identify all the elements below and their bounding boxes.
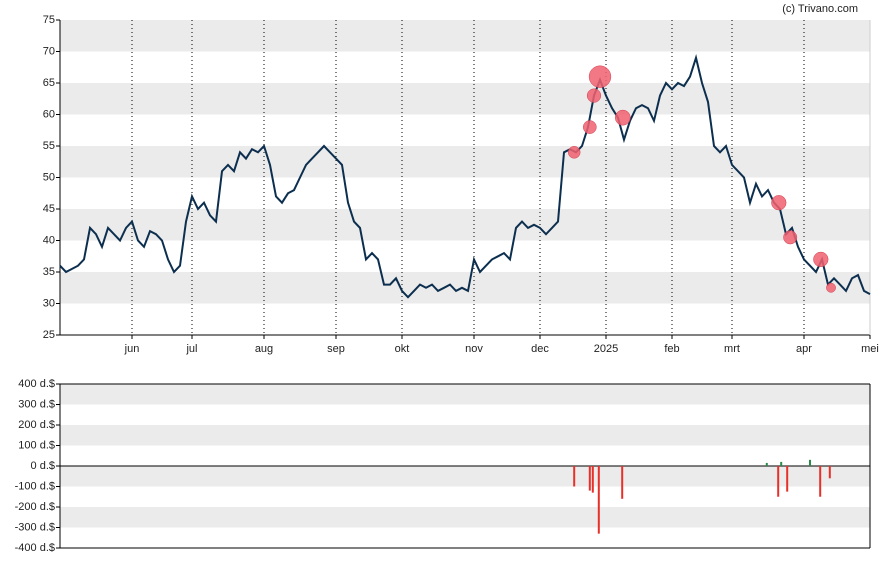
y-tick-label: -300 d.$ [15, 521, 55, 533]
stripe [60, 425, 870, 446]
y-tick-label: 0 d.$ [31, 460, 55, 472]
y-tick-label: 45 [43, 203, 55, 215]
x-tick-label: jun [124, 343, 140, 355]
x-tick-label: apr [796, 343, 812, 355]
x-tick-label: nov [465, 343, 483, 355]
price-line [59, 54, 871, 299]
bar [597, 466, 600, 534]
y-tick-label: 50 [43, 171, 55, 183]
y-tick-label: 75 [43, 14, 55, 26]
trade-bubble [586, 88, 602, 103]
bar [809, 459, 811, 466]
trade-bubble [826, 282, 836, 293]
y-tick-label: 300 d.$ [18, 398, 55, 410]
bar [777, 466, 780, 497]
y-tick-label: 65 [43, 77, 55, 89]
stripe [60, 466, 870, 487]
x-tick-label: feb [664, 343, 679, 355]
bar [588, 466, 591, 491]
y-tick-label: 55 [43, 140, 55, 152]
bar [786, 466, 789, 492]
y-tick-label: -400 d.$ [15, 542, 55, 554]
y-tick-label: 400 d.$ [18, 378, 55, 390]
stripe [60, 209, 870, 241]
x-tick-label: aug [255, 343, 273, 355]
x-tick-label: sep [327, 343, 345, 355]
x-tick-label: okt [395, 343, 410, 355]
trade-bubble [771, 195, 787, 211]
bar [765, 462, 768, 466]
trade-bubble [783, 230, 798, 245]
y-tick-label: 30 [43, 297, 55, 309]
trade-bubble [614, 109, 631, 126]
y-tick-label: 35 [43, 266, 55, 278]
y-tick-label: 100 d.$ [18, 439, 55, 451]
bar [573, 466, 576, 487]
bar [819, 466, 822, 497]
x-tick-label: mei [861, 343, 879, 355]
stripe [60, 20, 870, 52]
trade-bubble [582, 120, 597, 134]
x-tick-label: dec [531, 343, 549, 355]
stripe [60, 272, 870, 304]
y-tick-label: -100 d.$ [15, 480, 55, 492]
stripe [60, 146, 870, 178]
x-tick-label: mrt [724, 343, 740, 355]
watermark: (c) Trivano.com [782, 3, 858, 15]
y-tick-label: 70 [43, 45, 55, 57]
stripe [60, 507, 870, 528]
bar [621, 466, 624, 499]
trade-bubble [567, 146, 581, 159]
y-tick-label: 60 [43, 108, 55, 120]
y-tick-label: 25 [43, 329, 55, 341]
y-tick-label: 200 d.$ [18, 419, 55, 431]
y-tick-label: -200 d.$ [15, 501, 55, 513]
bar [780, 461, 783, 466]
trade-bubble [813, 251, 829, 267]
trade-bubble [588, 65, 612, 88]
x-tick-label: 2025 [594, 343, 618, 355]
y-tick-label: 40 [43, 234, 55, 246]
stripe [60, 384, 870, 405]
x-tick-label: jul [185, 343, 197, 355]
bar [828, 466, 831, 479]
bar [591, 466, 594, 493]
stripe [60, 83, 870, 115]
